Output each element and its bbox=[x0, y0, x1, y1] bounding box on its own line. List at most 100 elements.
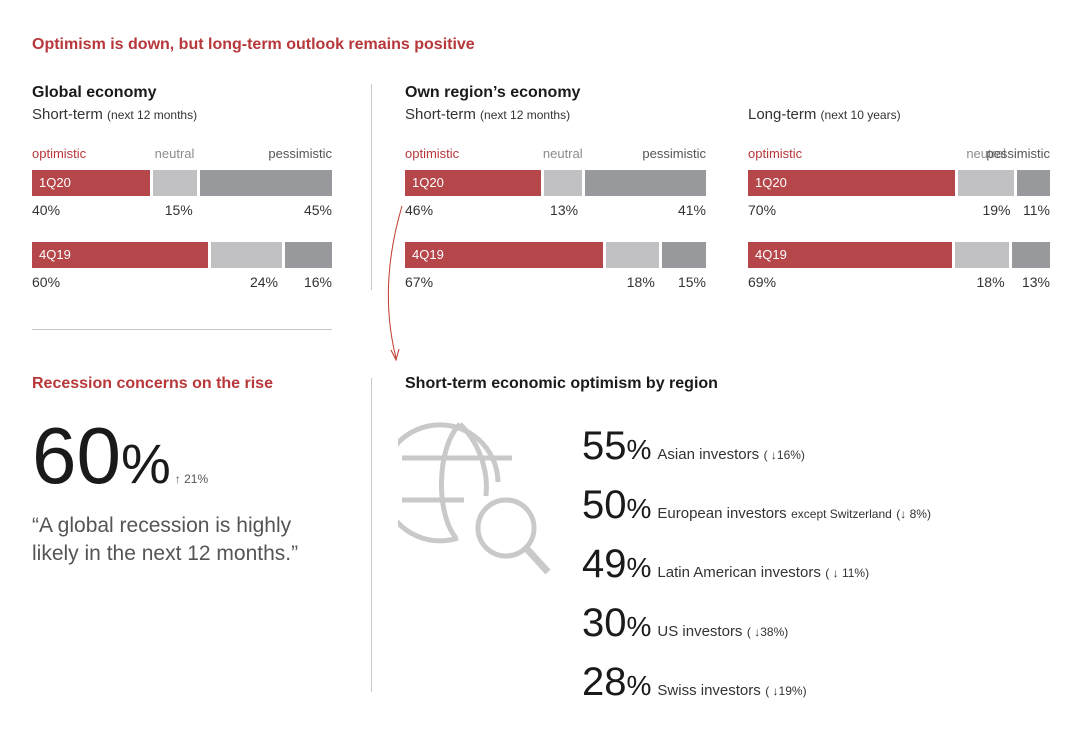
data-label-optimistic: 69% bbox=[748, 274, 777, 290]
region-change: ( ↓ 11%) bbox=[825, 566, 870, 580]
bar-segment-pessimistic bbox=[1017, 170, 1050, 196]
bar-segment-neutral bbox=[152, 170, 197, 196]
data-label-optimistic: 46% bbox=[405, 202, 434, 218]
page-title: Optimism is down, but long-term outlook … bbox=[32, 36, 475, 53]
data-label-neutral: 19% bbox=[982, 202, 1011, 218]
region-label-small: except Switzerland bbox=[791, 507, 892, 521]
subtitle-main: Short-term bbox=[405, 106, 476, 123]
subtitle-main: Short-term bbox=[32, 106, 103, 123]
data-label-pessimistic: 11% bbox=[1023, 202, 1050, 218]
legend-pessimistic: pessimistic bbox=[268, 146, 332, 161]
bar-category-label: 1Q20 bbox=[39, 175, 71, 190]
legend-optimistic: optimistic bbox=[32, 146, 87, 161]
bar-segment-neutral bbox=[543, 170, 583, 196]
region-item-european: 50% European investors except Switzerland… bbox=[582, 483, 931, 528]
recession-stat: 60% ↑ 21% bbox=[32, 416, 208, 519]
data-label-optimistic: 70% bbox=[748, 202, 777, 218]
legend-optimistic: optimistic bbox=[405, 146, 460, 161]
bar-segment-neutral bbox=[955, 242, 1009, 268]
legend-neutral: neutral bbox=[966, 146, 1007, 161]
region-label: Latin American investors bbox=[657, 564, 821, 581]
recession-quote: “A global recession is highly likely in … bbox=[32, 512, 352, 568]
stacked-bar-1q20: 1Q20 bbox=[405, 170, 706, 196]
long-term-subtitle: Long-term (next 10 years) bbox=[748, 106, 901, 123]
own-region-short-chart: optimistic neutral pessimistic 46% 13% 41% 1Q2… bbox=[405, 146, 706, 296]
data-label-neutral: 15% bbox=[164, 202, 193, 218]
data-label-pessimistic: 45% bbox=[303, 202, 332, 218]
connector-arrow bbox=[387, 205, 403, 362]
data-label-pessimistic: 15% bbox=[677, 274, 706, 290]
region-item-asian: 55% Asian investors ( ↓16%) bbox=[582, 424, 805, 469]
recession-change: ↑ 21% bbox=[174, 472, 209, 486]
data-label-optimistic: 40% bbox=[32, 202, 61, 218]
region-change: ( ↓16%) bbox=[763, 448, 805, 462]
bar-segment-optimistic bbox=[405, 242, 603, 268]
legend-pessimistic: pessimistic bbox=[642, 146, 706, 161]
data-label-pessimistic: 16% bbox=[303, 274, 332, 290]
legend-optimistic: optimistic bbox=[748, 146, 803, 161]
subtitle-small: (next 10 years) bbox=[820, 108, 901, 122]
region-title: Short-term economic optimism by region bbox=[405, 375, 718, 392]
region-item-latin-american: 49% Latin American investors ( ↓ 11%) bbox=[582, 542, 869, 587]
region-value: 50 bbox=[582, 483, 627, 527]
region-unit: % bbox=[626, 670, 652, 701]
region-unit: % bbox=[626, 552, 652, 583]
left-divider bbox=[32, 329, 332, 330]
global-economy-title: Global economy bbox=[32, 84, 157, 101]
bar-segment-neutral bbox=[211, 242, 282, 268]
recession-value: 60 bbox=[32, 411, 121, 500]
region-label: Swiss investors bbox=[657, 682, 761, 699]
subtitle-small: (next 12 months) bbox=[107, 108, 198, 122]
bar-segment-pessimistic bbox=[661, 242, 706, 268]
own-region-title: Own region’s economy bbox=[405, 84, 581, 101]
legend-pessimistic: pessimistic bbox=[986, 146, 1050, 161]
region-change: ( ↓38%) bbox=[746, 625, 789, 639]
region-change: ( ↓19%) bbox=[765, 684, 807, 698]
bar-segment-neutral bbox=[605, 242, 659, 268]
bar-segment-neutral bbox=[958, 170, 1015, 196]
stacked-bar-4q19: 4Q19 bbox=[405, 242, 706, 268]
data-label-neutral: 18% bbox=[626, 274, 655, 290]
data-label-optimistic: 67% bbox=[405, 274, 434, 290]
recession-unit: % bbox=[120, 432, 171, 495]
bar-segment-optimistic bbox=[748, 242, 953, 268]
region-label: US investors bbox=[657, 623, 743, 640]
bar-category-label: 4Q19 bbox=[412, 247, 444, 262]
legend-neutral: neutral bbox=[154, 146, 195, 161]
region-value: 28 bbox=[582, 660, 627, 704]
quote-line: likely in the next 12 months.” bbox=[32, 542, 299, 565]
data-label-pessimistic: 41% bbox=[677, 202, 706, 218]
region-value: 49 bbox=[582, 542, 627, 586]
subtitle-small: (next 12 months) bbox=[480, 108, 571, 122]
stacked-bar-1q20: 1Q20 bbox=[32, 170, 332, 196]
bar-segment-optimistic bbox=[32, 242, 209, 268]
stacked-bar-1q20: 1Q20 bbox=[748, 170, 1050, 196]
bar-segment-pessimistic bbox=[199, 170, 332, 196]
region-unit: % bbox=[626, 434, 652, 465]
region-change: (↓ 8%) bbox=[896, 507, 931, 521]
bar-segment-pessimistic bbox=[1011, 242, 1050, 268]
bar-category-label: 4Q19 bbox=[39, 247, 71, 262]
data-label-neutral: 24% bbox=[249, 274, 278, 290]
bar-category-label: 4Q19 bbox=[755, 247, 787, 262]
region-value: 55 bbox=[582, 424, 627, 468]
global-economy-subtitle: Short-term (next 12 months) bbox=[32, 106, 197, 123]
region-label: Asian investors bbox=[657, 446, 760, 463]
legend-neutral: neutral bbox=[542, 146, 583, 161]
region-label: European investors bbox=[657, 505, 787, 522]
legend-row: optimistic neutral pessimistic bbox=[748, 146, 1050, 164]
bar-category-label: 1Q20 bbox=[412, 175, 444, 190]
own-region-subtitle: Short-term (next 12 months) bbox=[405, 106, 570, 123]
quote-line: “A global recession is highly bbox=[32, 514, 292, 537]
subtitle-main: Long-term bbox=[748, 106, 817, 123]
bar-segment-pessimistic bbox=[284, 242, 332, 268]
legend-row: optimistic neutral pessimistic bbox=[32, 146, 332, 164]
region-item-swiss: 28% Swiss investors ( ↓19%) bbox=[582, 660, 807, 705]
data-label-neutral: 18% bbox=[976, 274, 1005, 290]
region-unit: % bbox=[626, 611, 652, 642]
bar-segment-optimistic bbox=[748, 170, 956, 196]
region-value: 30 bbox=[582, 601, 627, 645]
region-item-us: 30% US investors ( ↓38%) bbox=[582, 601, 788, 646]
top-divider bbox=[371, 84, 372, 290]
own-region-long-chart: optimistic neutral pessimistic 70% 19% 11% 1Q2… bbox=[748, 146, 1050, 296]
